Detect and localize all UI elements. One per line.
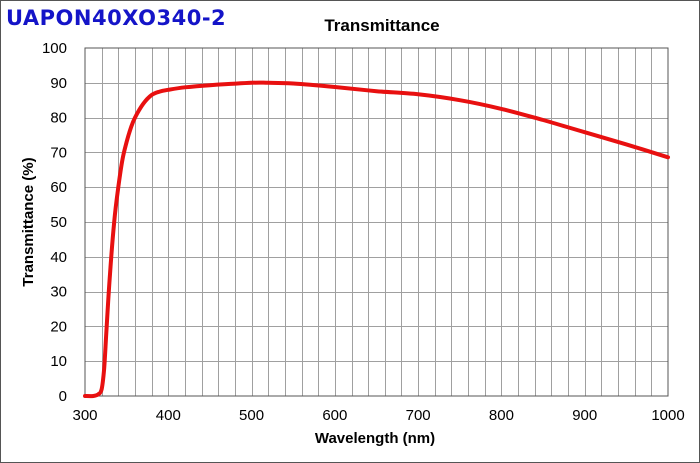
x-tick-label: 500 xyxy=(239,407,264,424)
y-axis-label: Transmittance (%) xyxy=(20,157,37,286)
x-tick-label: 400 xyxy=(156,407,181,424)
x-tick-label: 300 xyxy=(72,407,97,424)
y-axis-ticks: 0 10 20 30 40 50 60 70 80 90 100 xyxy=(42,40,67,405)
y-tick-label: 90 xyxy=(50,75,67,92)
product-id-label: UAPON40XO340-2 xyxy=(6,6,227,30)
y-tick-label: 100 xyxy=(42,40,67,57)
x-tick-label: 800 xyxy=(489,407,514,424)
y-tick-label: 0 xyxy=(59,388,67,405)
y-tick-label: 30 xyxy=(50,284,67,301)
chart-title: Transmittance xyxy=(324,16,439,35)
x-axis-label: Wavelength (nm) xyxy=(315,430,435,447)
x-tick-label: 700 xyxy=(406,407,431,424)
y-tick-label: 20 xyxy=(50,318,67,335)
transmittance-curve xyxy=(83,80,670,399)
grid xyxy=(85,48,668,396)
y-tick-label: 70 xyxy=(50,144,67,161)
x-tick-label: 600 xyxy=(322,407,347,424)
x-tick-label: 1000 xyxy=(651,407,684,424)
x-tick-label: 900 xyxy=(572,407,597,424)
y-tick-label: 60 xyxy=(50,179,67,196)
y-tick-label: 40 xyxy=(50,249,67,266)
y-tick-label: 10 xyxy=(50,353,67,370)
y-tick-label: 50 xyxy=(50,214,67,231)
plot-area-border xyxy=(84,47,669,397)
y-tick-label: 80 xyxy=(50,110,67,127)
x-axis-ticks: 300 400 500 600 700 800 900 1000 xyxy=(72,407,684,424)
